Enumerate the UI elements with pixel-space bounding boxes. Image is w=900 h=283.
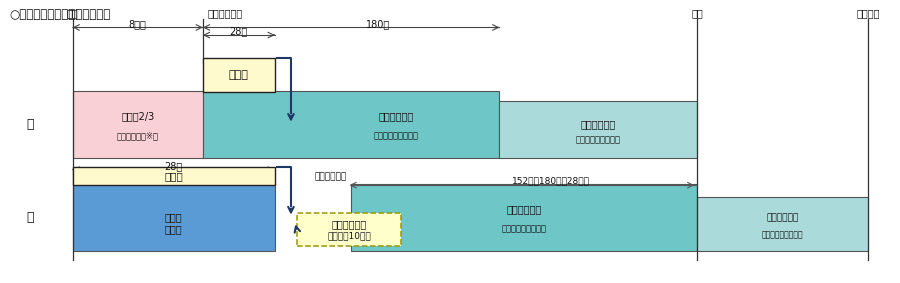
Text: （育児休業給付金）: （育児休業給付金） <box>501 224 546 233</box>
Bar <box>297 213 400 246</box>
Text: 給付率５０％: 給付率５０％ <box>767 213 798 222</box>
Text: 給付率６７％: 給付率６７％ <box>507 204 542 215</box>
Text: （手取り10割）: （手取り10割） <box>327 231 371 241</box>
Text: 母: 母 <box>27 118 34 131</box>
Text: 給付率８０％: 給付率８０％ <box>331 220 366 230</box>
Text: （育児休業給付金）: （育児休業給付金） <box>576 135 621 144</box>
Text: 180日: 180日 <box>366 19 391 29</box>
Text: ○育児休業給付の給付イメージ: ○育児休業給付の給付イメージ <box>10 8 111 21</box>
Text: 給付率2/3: 給付率2/3 <box>122 112 155 121</box>
Text: （育児休業給付金）: （育児休業給付金） <box>761 231 804 240</box>
Text: 給付率
６７％: 給付率 ６７％ <box>165 212 183 234</box>
Text: 育児休業開始: 育児休業開始 <box>314 172 346 181</box>
Text: １歳: １歳 <box>691 8 703 18</box>
Text: 給付率５０％: 給付率５０％ <box>580 119 616 129</box>
Bar <box>351 184 698 251</box>
Text: （出産手当金※）: （出産手当金※） <box>117 132 158 141</box>
Text: 育児休業開始: 育児休業開始 <box>207 8 243 18</box>
Bar <box>73 91 203 158</box>
Bar <box>698 197 868 251</box>
Text: 152日（180日－28日）: 152日（180日－28日） <box>512 176 590 185</box>
Text: （育児休業給付金）: （育児休業給付金） <box>374 132 419 141</box>
Text: 28日: 28日 <box>165 161 183 171</box>
Text: １３％: １３％ <box>165 171 183 181</box>
Text: 28日: 28日 <box>230 27 248 37</box>
Text: 出産: 出産 <box>67 8 78 18</box>
Text: 給付率６７％: 給付率６７％ <box>379 112 414 121</box>
Text: 父: 父 <box>27 211 34 224</box>
Text: １歳２月: １歳２月 <box>856 8 879 18</box>
Bar <box>202 91 500 158</box>
Text: 8週間: 8週間 <box>129 19 147 29</box>
Bar <box>202 58 274 92</box>
Bar <box>73 184 274 251</box>
Bar <box>73 167 274 185</box>
Text: １３％: １３％ <box>229 70 248 80</box>
Bar <box>500 101 698 158</box>
